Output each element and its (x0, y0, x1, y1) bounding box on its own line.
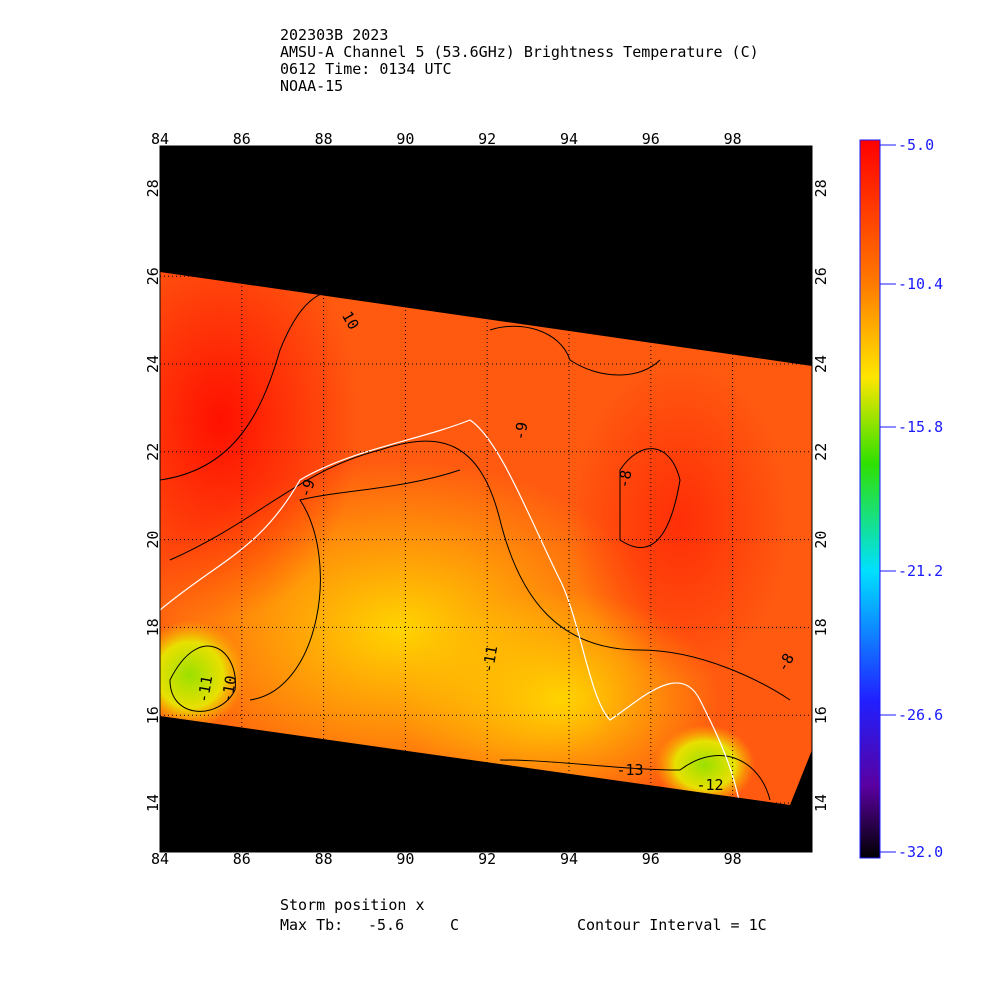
colorbar-label: -21.2 (898, 562, 943, 580)
colorbar: -5.0 -10.4 -15.8 -21.2 -26.6 -32.0 (859, 136, 943, 861)
colorbar-label: -5.0 (898, 136, 934, 154)
lat-tick-label: 14 (812, 794, 830, 812)
lon-tick-label: 86 (233, 130, 251, 148)
graticule: 84 84 86 86 88 88 90 90 92 92 94 94 96 96 98 98 14 14 16 16… (144, 130, 830, 868)
lat-tick-label: 18 (144, 618, 162, 636)
lat-tick-label: 28 (812, 179, 830, 197)
colorbar-label: -26.6 (898, 706, 943, 724)
lat-tick-label: 26 (144, 267, 162, 285)
max-tb-label: Max Tb: (280, 916, 343, 934)
lon-tick-label: 98 (724, 850, 742, 868)
contour-label: -11 (479, 644, 501, 674)
lon-tick-label: 96 (642, 850, 660, 868)
lon-tick-label: 98 (724, 130, 742, 148)
contour-label: -12 (696, 776, 723, 794)
header-line: NOAA-15 (280, 77, 343, 95)
lat-tick-label: 16 (144, 706, 162, 724)
lat-tick-label: 22 (812, 443, 830, 461)
lon-tick-label: 84 (151, 850, 169, 868)
header-line: 0612 Time: 0134 UTC (280, 60, 452, 78)
lat-tick-label: 28 (144, 179, 162, 197)
colorbar-label: -32.0 (898, 843, 943, 861)
lon-tick-label: 88 (315, 130, 333, 148)
lon-tick-label: 90 (396, 130, 414, 148)
contour-label: -8 (615, 469, 636, 490)
swath (160, 272, 812, 805)
lon-tick-label: 92 (478, 130, 496, 148)
lon-tick-label: 94 (560, 850, 578, 868)
contour-label: -10 (218, 674, 240, 704)
lat-tick-label: 20 (812, 531, 830, 549)
lon-tick-label: 92 (478, 850, 496, 868)
lat-tick-label: 26 (812, 267, 830, 285)
max-tb-unit: C (450, 916, 459, 934)
lat-tick-label: 20 (144, 531, 162, 549)
contour-label: -9 (296, 477, 319, 500)
lat-tick-label: 22 (144, 443, 162, 461)
colorbar-label: -15.8 (898, 418, 943, 436)
lon-tick-label: 84 (151, 130, 169, 148)
footer: Storm position x Max Tb: -5.6 C Contour Inte… (280, 896, 767, 934)
max-tb-value: -5.6 (368, 916, 404, 934)
lon-tick-label: 86 (233, 850, 251, 868)
header-line: AMSU-A Channel 5 (53.6GHz) Brightness Te… (280, 43, 759, 61)
contour-interval: Contour Interval = 1C (577, 916, 767, 934)
storm-position: Storm position x (280, 896, 425, 914)
map-frame (159, 145, 813, 853)
contour-label: -11 (194, 674, 216, 704)
lon-tick-label: 90 (396, 850, 414, 868)
lon-tick-label: 88 (315, 850, 333, 868)
contour-label: -9 (511, 421, 532, 442)
lon-tick-label: 96 (642, 130, 660, 148)
lat-tick-label: 18 (812, 618, 830, 636)
lat-tick-label: 14 (144, 794, 162, 812)
lat-tick-label: 24 (144, 355, 162, 373)
header-line: 202303B 2023 (280, 26, 388, 44)
colorbar-ramp (859, 139, 881, 859)
lat-tick-label: 16 (812, 706, 830, 724)
lat-tick-label: 24 (812, 355, 830, 373)
colorbar-label: -10.4 (898, 275, 943, 293)
lon-tick-label: 94 (560, 130, 578, 148)
contour-label: -13 (616, 761, 643, 779)
